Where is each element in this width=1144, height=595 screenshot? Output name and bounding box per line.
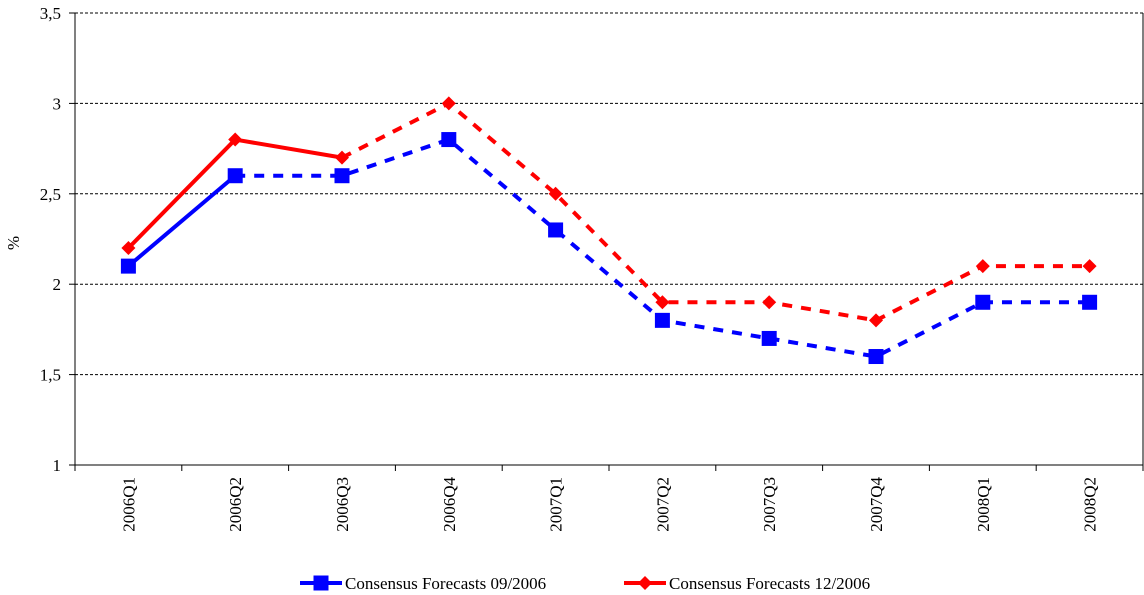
data-point <box>120 258 136 274</box>
y-tick-label: 3 <box>53 94 62 113</box>
x-tick-label: 2007Q4 <box>867 477 886 532</box>
data-point <box>335 150 349 165</box>
series-line-dashed <box>341 101 1090 323</box>
y-tick-label: 2 <box>53 275 62 294</box>
data-point <box>548 222 564 238</box>
data-point <box>548 186 563 201</box>
x-tick-label: 2008Q2 <box>1081 477 1100 532</box>
legend-item-2: Consensus Forecasts 12/2006 <box>624 574 870 593</box>
legend-label: Consensus Forecasts 09/2006 <box>345 574 546 593</box>
y-axis-title: % <box>4 236 23 250</box>
x-tick-label: 2007Q2 <box>653 477 672 532</box>
data-point <box>868 349 884 365</box>
y-axis-ticks: 1 1,5 2 2,5 3 3,5 <box>40 4 75 475</box>
series-2 <box>121 96 1097 328</box>
data-point <box>1082 294 1098 310</box>
x-tick-label: 2007Q1 <box>547 477 566 532</box>
x-tick-label: 2006Q2 <box>226 477 245 532</box>
legend-item-1: Consensus Forecasts 09/2006 <box>300 574 546 593</box>
x-tick-label: 2008Q1 <box>974 477 993 532</box>
data-point <box>228 132 243 147</box>
data-point <box>441 132 457 148</box>
y-tick-label: 3,5 <box>40 4 61 23</box>
legend-marker <box>638 576 652 590</box>
data-point <box>121 241 136 256</box>
x-tick-label: 2006Q4 <box>440 477 459 532</box>
x-tick-label: 2007Q3 <box>760 477 779 532</box>
data-point <box>334 168 350 184</box>
data-point <box>1082 259 1097 274</box>
x-axis-ticks: 2006Q1 2006Q2 2006Q3 2006Q4 2007Q1 2007Q2 2007… <box>74 465 1144 532</box>
y-tick-label: 2,5 <box>40 185 61 204</box>
data-point <box>869 313 883 328</box>
series-1 <box>120 132 1098 365</box>
data-point <box>441 96 456 111</box>
data-point <box>654 312 670 328</box>
series-line-solid <box>127 174 237 268</box>
series-layer <box>120 96 1098 365</box>
legend: Consensus Forecasts 09/2006 Consensus For… <box>300 574 870 593</box>
legend-label: Consensus Forecasts 12/2006 <box>669 574 870 593</box>
plot-area <box>74 13 1144 466</box>
legend-marker <box>313 575 329 591</box>
y-tick-label: 1 <box>53 456 62 475</box>
data-point <box>761 330 777 346</box>
gridlines <box>75 12 1143 376</box>
data-point <box>227 168 243 184</box>
data-point <box>762 295 777 310</box>
x-tick-label: 2006Q3 <box>333 477 352 532</box>
y-tick-label: 1,5 <box>40 366 61 385</box>
x-tick-label: 2006Q1 <box>119 477 138 532</box>
data-point <box>975 259 990 274</box>
data-point <box>975 294 991 310</box>
data-point <box>655 295 670 310</box>
